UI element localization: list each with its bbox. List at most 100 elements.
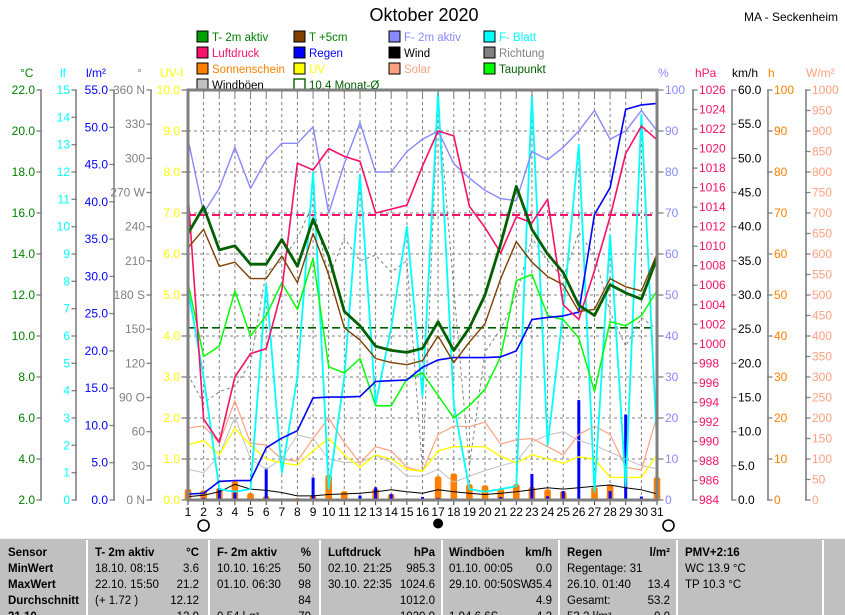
svg-text:120: 120: [125, 356, 145, 370]
svg-text:2: 2: [200, 505, 207, 519]
svg-text:25.0: 25.0: [738, 322, 762, 336]
svg-text:0.0: 0.0: [738, 493, 755, 507]
svg-text:45.0: 45.0: [85, 158, 109, 172]
svg-text:50: 50: [665, 288, 679, 302]
svg-text:1010: 1010: [699, 239, 726, 253]
svg-text:40.0: 40.0: [85, 195, 109, 209]
svg-text:55.0: 55.0: [85, 83, 109, 97]
svg-text:20: 20: [478, 505, 492, 519]
svg-text:35.0: 35.0: [738, 254, 762, 268]
svg-text:60: 60: [774, 247, 788, 261]
svg-text:0.0: 0.0: [654, 611, 670, 615]
svg-text:30: 30: [635, 505, 649, 519]
svg-text:8.0: 8.0: [163, 165, 180, 179]
svg-text:UV: UV: [309, 64, 325, 76]
svg-text:Windböen: Windböen: [449, 547, 504, 559]
svg-text:250: 250: [812, 391, 832, 405]
svg-text:992: 992: [699, 415, 719, 429]
svg-text:28: 28: [603, 505, 617, 519]
svg-text:T- 2m aktiv: T- 2m aktiv: [212, 32, 268, 44]
svg-text:30.0: 30.0: [85, 269, 109, 283]
svg-text:350: 350: [812, 350, 832, 364]
svg-text:F- 2m aktiv: F- 2m aktiv: [217, 547, 278, 559]
svg-text:6: 6: [263, 505, 270, 519]
svg-text:9.0: 9.0: [163, 124, 180, 138]
svg-text:30: 30: [774, 370, 788, 384]
svg-text:21.2: 21.2: [177, 579, 199, 591]
svg-text:23: 23: [525, 505, 539, 519]
svg-text:200: 200: [812, 411, 832, 425]
svg-text:13: 13: [57, 138, 71, 152]
svg-text:40: 40: [774, 329, 788, 343]
svg-text:17: 17: [431, 505, 445, 519]
svg-text:°: °: [137, 66, 142, 80]
svg-text:5.0: 5.0: [91, 456, 108, 470]
svg-text:0: 0: [812, 493, 819, 507]
svg-text:35.4: 35.4: [530, 579, 553, 591]
svg-text:7: 7: [63, 302, 70, 316]
svg-text:hPa: hPa: [695, 66, 717, 80]
svg-text:0.54 l·g³: 0.54 l·g³: [217, 611, 259, 615]
svg-text:400: 400: [812, 329, 832, 343]
svg-text:lf: lf: [60, 66, 67, 80]
svg-text:Taupunkt: Taupunkt: [499, 64, 546, 76]
svg-text:50.0: 50.0: [738, 151, 762, 165]
svg-text:MaxWert: MaxWert: [8, 579, 56, 591]
svg-text:T- 2m aktiv: T- 2m aktiv: [95, 547, 155, 559]
svg-text:14.0: 14.0: [12, 247, 36, 261]
svg-text:7: 7: [278, 505, 285, 519]
svg-text:210: 210: [125, 254, 145, 268]
svg-text:20.0: 20.0: [738, 356, 762, 370]
svg-text:TP 10.3 °C: TP 10.3 °C: [685, 579, 741, 591]
svg-text:1014: 1014: [699, 200, 726, 214]
svg-text:6.0: 6.0: [18, 411, 35, 425]
svg-text:12.0: 12.0: [12, 288, 36, 302]
svg-text:90: 90: [774, 124, 788, 138]
svg-text:12.9: 12.9: [177, 611, 199, 615]
svg-text:30: 30: [665, 370, 679, 384]
svg-text:21: 21: [494, 505, 508, 519]
svg-text:180 S: 180 S: [114, 288, 145, 302]
svg-text:1000: 1000: [699, 337, 726, 351]
svg-text:500: 500: [812, 288, 832, 302]
svg-text:8: 8: [294, 505, 301, 519]
svg-text:10: 10: [665, 452, 679, 466]
svg-text:Solar: Solar: [404, 64, 431, 76]
svg-text:50: 50: [774, 288, 788, 302]
svg-text:18: 18: [447, 505, 461, 519]
svg-text:10.10. 16:25: 10.10. 16:25: [217, 563, 281, 575]
svg-text:985.3: 985.3: [406, 563, 435, 575]
svg-text:4: 4: [232, 505, 239, 519]
svg-text:996: 996: [699, 376, 719, 390]
svg-text:70: 70: [774, 206, 788, 220]
svg-text:13.4: 13.4: [648, 579, 671, 591]
svg-text:5.0: 5.0: [163, 288, 180, 302]
svg-text:30.0: 30.0: [738, 288, 762, 302]
svg-text:53.2 l/m³: 53.2 l/m³: [567, 611, 612, 615]
svg-text:Luftdruck: Luftdruck: [328, 547, 382, 559]
svg-text:WC 13.9 °C: WC 13.9 °C: [685, 563, 746, 575]
svg-text:1002: 1002: [699, 317, 726, 331]
svg-text:29: 29: [619, 505, 633, 519]
svg-text:994: 994: [699, 395, 719, 409]
svg-text:22.10. 15:50: 22.10. 15:50: [95, 579, 159, 591]
svg-text:1016: 1016: [699, 181, 726, 195]
svg-text:7.0: 7.0: [163, 206, 180, 220]
svg-text:02.10. 21:25: 02.10. 21:25: [328, 563, 392, 575]
svg-text:31: 31: [650, 505, 664, 519]
svg-text:3.6: 3.6: [183, 563, 199, 575]
svg-text:5.0: 5.0: [738, 459, 755, 473]
svg-text:1024: 1024: [699, 103, 726, 117]
svg-text:988: 988: [699, 454, 719, 468]
svg-text:6: 6: [63, 329, 70, 343]
svg-text:984: 984: [699, 493, 719, 507]
svg-text:1: 1: [185, 505, 192, 519]
svg-text:300: 300: [125, 151, 145, 165]
svg-text:53.2: 53.2: [648, 595, 670, 607]
svg-text:12.12: 12.12: [170, 595, 199, 607]
svg-text:14: 14: [385, 505, 399, 519]
svg-text:8: 8: [63, 274, 70, 288]
svg-text:%: %: [658, 66, 669, 80]
svg-text:MA - Seckenheim: MA - Seckenheim: [744, 10, 838, 24]
svg-text:3: 3: [63, 411, 70, 425]
